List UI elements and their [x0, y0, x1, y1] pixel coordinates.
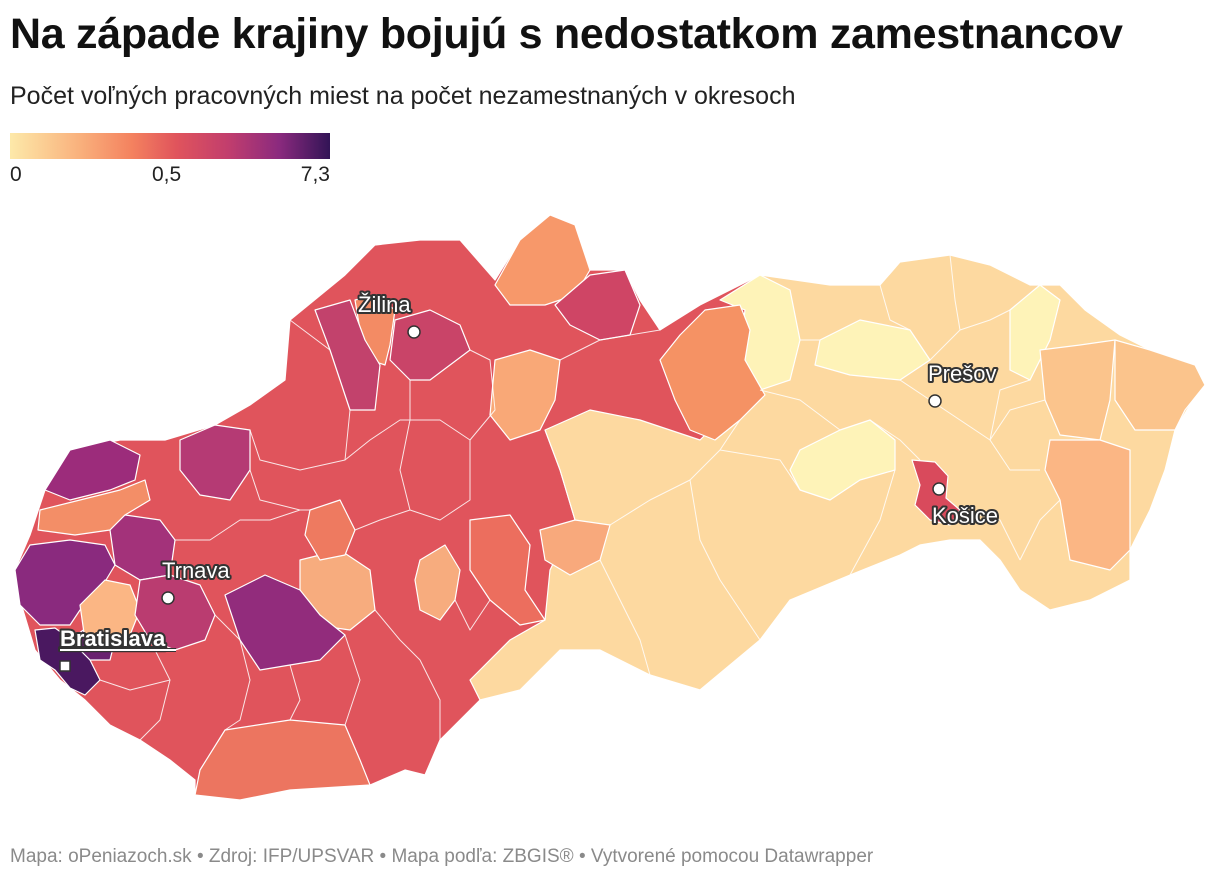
chart-title: Na západe krajiny bojujú s nedostatkom z… — [10, 10, 1123, 58]
map-region-north-red[interactable] — [554, 269, 641, 341]
legend-mid-label: 0,5 — [152, 163, 182, 186]
city-marker-zilina[interactable] — [407, 325, 421, 339]
map-region-trnava[interactable] — [134, 574, 216, 651]
city-label-trnava: Trnava — [162, 558, 230, 583]
map-region-salmon-4[interactable] — [469, 514, 546, 626]
map-region-west-purple-4[interactable] — [179, 424, 251, 501]
legend-gradient-bar — [10, 133, 330, 159]
city-label-zilina: Žilina — [358, 292, 411, 317]
map-region-west-purple-1[interactable] — [44, 439, 141, 501]
city-markers: Žilina Prešov Košice Trnava Bratislava — [58, 290, 1000, 672]
map-region-east-orange-1[interactable] — [1039, 339, 1116, 441]
city-label-kosice: Košice — [932, 503, 998, 528]
map-region-east-orange-2[interactable] — [1044, 439, 1131, 571]
map-region-south-salmon-2[interactable] — [414, 544, 461, 621]
city-label-bratislava: Bratislava — [60, 626, 166, 651]
city-marker-kosice[interactable] — [932, 482, 946, 496]
map-region-north-orange[interactable] — [494, 214, 591, 306]
map-region-west-orange[interactable] — [37, 479, 151, 536]
city-label-presov: Prešov — [928, 361, 996, 386]
legend-max-label: 7,3 — [300, 163, 330, 186]
district-borders — [99, 254, 1061, 741]
map-regions — [14, 214, 1206, 801]
legend-labels: 0 0,5 7,3 — [10, 163, 330, 189]
city-marker-bratislava[interactable] — [59, 660, 71, 672]
map-region-west-purple-5[interactable] — [224, 574, 346, 671]
map-region-orange-strip[interactable] — [659, 304, 766, 441]
city-marker-presov[interactable] — [928, 394, 942, 408]
legend-min-label: 0 — [10, 163, 22, 186]
chart-subtitle: Počet voľných pracovných miest na počet … — [10, 82, 796, 110]
map-region-pale-2[interactable] — [814, 319, 931, 381]
map-region-south-orange[interactable] — [194, 719, 371, 801]
map-region-pale-4[interactable] — [1009, 284, 1061, 381]
map-region-senec[interactable] — [79, 579, 141, 646]
map-region-center-orange[interactable] — [489, 349, 561, 441]
map-region-east-orange-3[interactable] — [1114, 339, 1206, 431]
city-marker-trnava[interactable] — [161, 591, 175, 605]
footer-credits: Mapa: oPeniazoch.sk • Zdroj: IFP/UPSVAR … — [10, 846, 874, 867]
map-region-salmon-3[interactable] — [304, 499, 356, 561]
map-region-pale-3[interactable] — [789, 419, 896, 501]
color-legend: 0 0,5 7,3 — [10, 133, 330, 189]
